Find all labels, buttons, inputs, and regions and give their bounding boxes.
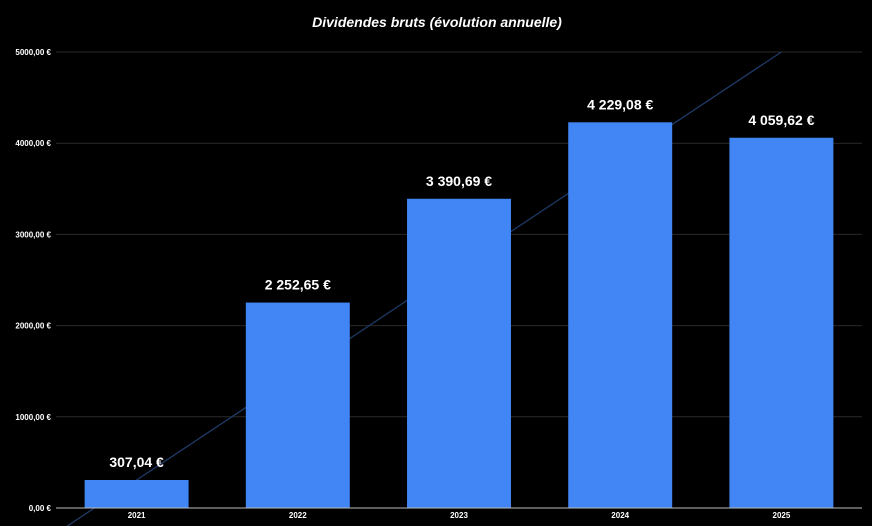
x-tick-label: 2021: [128, 511, 146, 520]
data-label: 307,04 €: [109, 454, 164, 470]
y-tick-label: 4000,00 €: [15, 139, 51, 148]
y-tick-label: 2000,00 €: [15, 322, 51, 331]
bar-2025[interactable]: [729, 137, 834, 509]
y-tick-label: 0,00 €: [29, 504, 52, 513]
y-tick-label: 3000,00 €: [15, 230, 51, 239]
y-tick-label: 1000,00 €: [15, 413, 51, 422]
data-label: 2 252,65 €: [265, 277, 331, 293]
data-label: 3 390,69 €: [426, 173, 492, 189]
bar-2022[interactable]: [245, 302, 350, 508]
x-tick-label: 2025: [773, 511, 791, 520]
x-tick-label: 2022: [289, 511, 307, 520]
bar-2024[interactable]: [568, 122, 673, 508]
data-label: 4 229,08 €: [587, 96, 653, 112]
data-labels: 307,04 € 2 252,65 € 3 390,69 € 4 229,08 € 4 …: [109, 96, 814, 470]
axes: 0,00 € 1000,00 € 2000,00 € 3000,00 € 4000,00…: [15, 48, 862, 520]
bar-2021[interactable]: [84, 479, 189, 508]
x-tick-label: 2023: [450, 511, 468, 520]
bar-2023[interactable]: [407, 198, 511, 508]
data-label: 4 059,62 €: [748, 112, 814, 128]
x-tick-label: 2024: [611, 511, 629, 520]
bars: [84, 122, 834, 509]
chart-title: Dividendes bruts (évolution annuelle): [312, 14, 562, 30]
y-tick-label: 5000,00 €: [15, 48, 51, 57]
